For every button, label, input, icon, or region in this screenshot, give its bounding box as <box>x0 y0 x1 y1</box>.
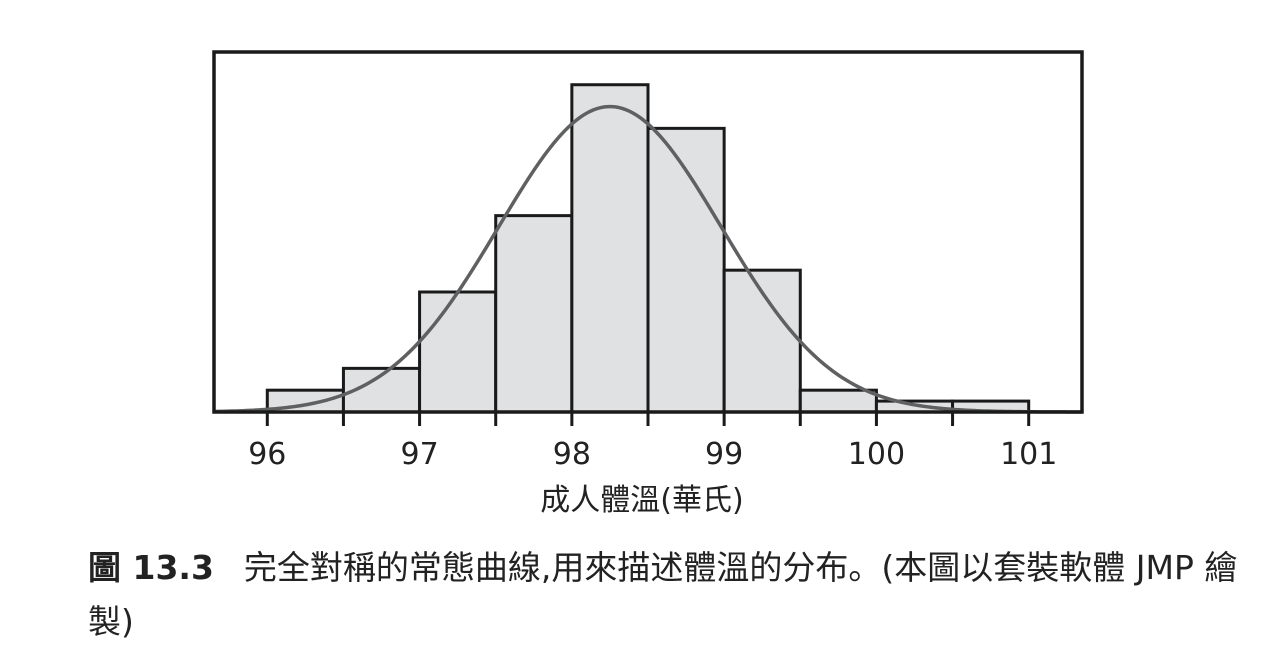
x-axis-ticks <box>265 412 1031 426</box>
normal-curve <box>213 104 1082 414</box>
figure-caption: 圖 13.3 完全對稱的常態曲線,用來描述體溫的分布。(本圖以套裝軟體 JMP 繪… <box>88 541 1248 649</box>
histogram-bar <box>646 126 726 414</box>
x-tick-label: 97 <box>400 437 438 472</box>
figure-caption-text: 完全對稱的常態曲線,用來描述體溫的分布。(本圖以套裝軟體 JMP 繪製) <box>88 548 1238 641</box>
x-axis-tick-labels: 96 97 98 99 100 101 <box>248 437 1057 472</box>
x-tick-label: 100 <box>848 437 905 472</box>
x-tick-label: 98 <box>553 437 591 472</box>
x-tick-label: 99 <box>705 437 743 472</box>
histogram-chart: 96 97 98 99 100 101 成人體溫(華氏) <box>212 50 1084 518</box>
x-tick-label: 96 <box>248 437 286 472</box>
histogram-bar <box>570 83 650 414</box>
x-tick-label: 101 <box>1000 437 1057 472</box>
histogram-bars <box>265 83 1031 414</box>
histogram-bar <box>798 388 878 414</box>
histogram-bar <box>418 290 498 414</box>
x-axis-title: 成人體溫(華氏) <box>540 483 743 518</box>
figure-number: 圖 13.3 <box>88 548 214 587</box>
histogram-bar <box>494 214 574 414</box>
